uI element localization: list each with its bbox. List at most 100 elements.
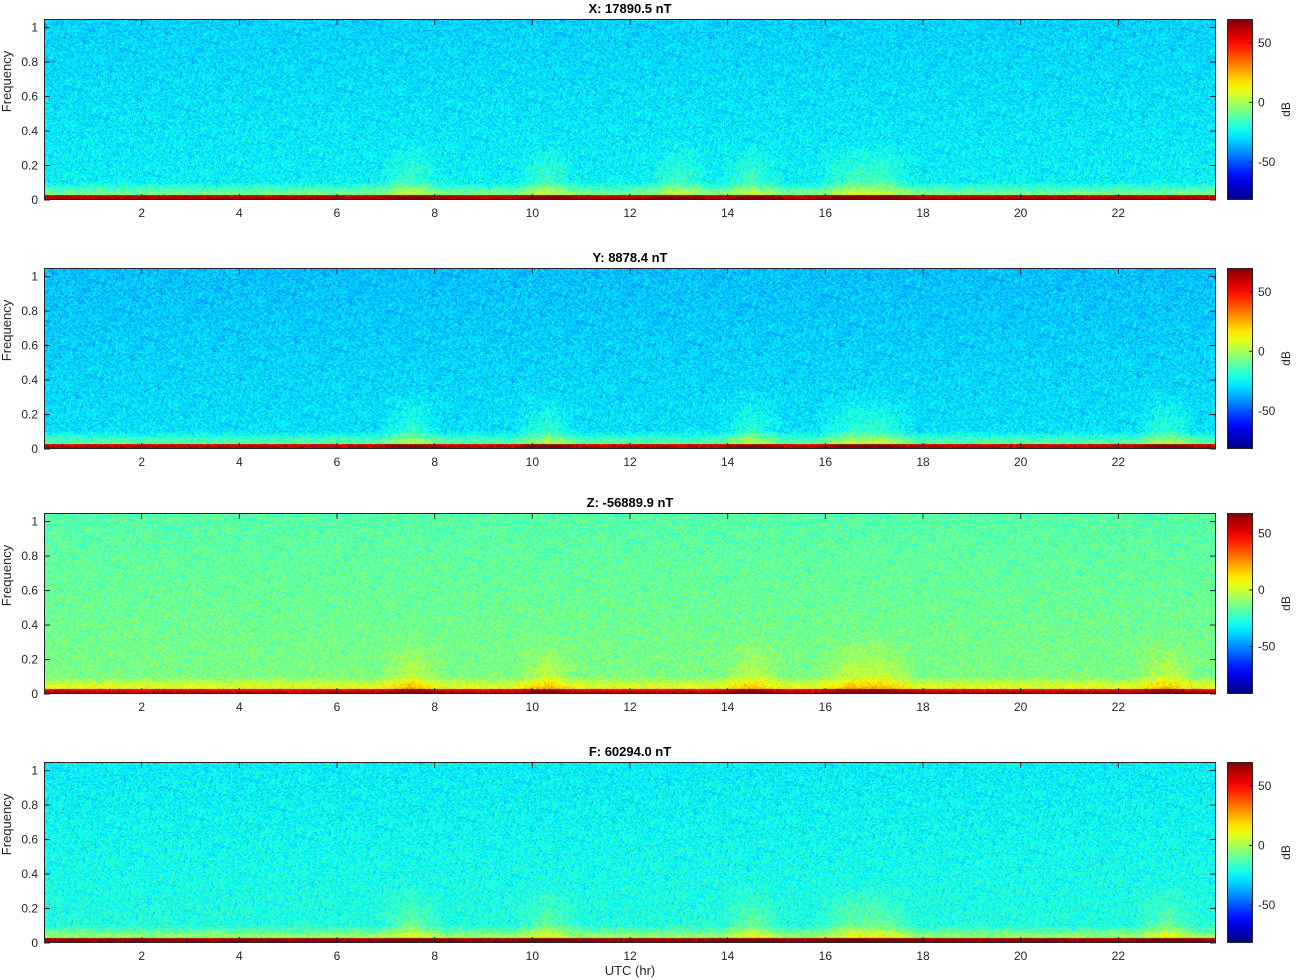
spectrogram-image-f [45,763,1215,942]
x-tick-label: 10 [526,455,540,469]
colorbar-tick-label: -50 [1258,155,1276,169]
colorbar-unit-label: dB [1279,351,1293,366]
x-tick-label: 10 [526,949,540,963]
x-tick-label: 20 [1014,206,1028,220]
x-tick-label: 16 [819,700,833,714]
colorbar-unit-label: dB [1279,102,1293,117]
x-tick-label: 14 [721,700,735,714]
x-tick-label: 8 [431,455,438,469]
y-tick-label: 0 [31,936,38,950]
panel-title-f: F: 60294.0 nT [588,744,672,759]
spectrogram-plot-y [44,268,1216,449]
x-tick-label: 12 [623,206,637,220]
x-tick-label: 18 [916,700,930,714]
y-tick-label: 0.4 [21,124,38,138]
y-axis-label: Frequency [0,299,14,361]
x-tick-label: 4 [236,949,243,963]
colorbar-tick-label: -50 [1258,404,1276,418]
y-tick-label: 0.6 [21,90,38,104]
colorbar-tick-label: 50 [1258,285,1272,299]
x-tick-label: 16 [819,206,833,220]
x-tick-label: 2 [138,455,145,469]
x-tick-label: 2 [138,949,145,963]
x-tick-label: 2 [138,700,145,714]
x-tick-label: 18 [916,949,930,963]
spectrogram-image-x [45,20,1215,199]
spectrogram-plot-z [44,513,1216,694]
x-tick-label: 16 [819,455,833,469]
colorbar-tick-label: 0 [1258,344,1265,358]
panel-title-y: Y: 8878.4 nT [592,250,668,265]
colorbar-tick-label: 0 [1258,95,1265,109]
colorbar-f [1227,762,1253,943]
y-tick-label: 0.8 [21,304,38,318]
x-tick-label: 4 [236,455,243,469]
x-tick-label: 14 [721,949,735,963]
y-tick-label: 0.8 [21,55,38,69]
x-tick-label: 22 [1112,700,1126,714]
x-tick-label: 10 [526,700,540,714]
y-tick-label: 1 [31,764,38,778]
colorbar-tick-label: -50 [1258,639,1276,653]
colorbar-tick-label: -50 [1258,898,1276,912]
x-tick-label: 20 [1014,700,1028,714]
y-tick-label: 0.4 [21,618,38,632]
x-tick-label: 12 [623,700,637,714]
y-tick-label: 0.2 [21,653,38,667]
y-tick-label: 0.4 [21,867,38,881]
x-tick-label: 2 [138,206,145,220]
colorbar-x [1227,19,1253,200]
x-tick-label: 8 [431,206,438,220]
colorbar-z [1227,513,1253,694]
y-axis-label: Frequency [0,793,14,855]
colorbar-y [1227,268,1253,449]
x-tick-label: 14 [721,206,735,220]
x-tick-label: 6 [334,455,341,469]
y-tick-label: 0.8 [21,549,38,563]
x-tick-label: 4 [236,700,243,714]
colorbar-tick-label: 0 [1258,838,1265,852]
y-tick-label: 0.6 [21,339,38,353]
x-tick-label: 22 [1112,206,1126,220]
y-tick-label: 0.4 [21,373,38,387]
colorbar-tick-label: 0 [1258,583,1265,597]
y-tick-label: 1 [31,515,38,529]
x-tick-label: 18 [916,455,930,469]
x-tick-label: 12 [623,455,637,469]
y-tick-label: 0.2 [21,159,38,173]
x-tick-label: 14 [721,455,735,469]
x-tick-label: 8 [431,949,438,963]
x-tick-label: 10 [526,206,540,220]
colorbar-tick-label: 50 [1258,779,1272,793]
x-tick-label: 6 [334,949,341,963]
x-tick-label: 16 [819,949,833,963]
y-axis-label: Frequency [0,50,14,112]
y-tick-label: 1 [31,270,38,284]
colorbar-tick-label: 50 [1258,36,1272,50]
y-tick-label: 0 [31,687,38,701]
y-tick-label: 0.2 [21,408,38,422]
x-tick-label: 18 [916,206,930,220]
x-tick-label: 6 [334,206,341,220]
x-tick-label: 20 [1014,455,1028,469]
spectrogram-plot-f [44,762,1216,943]
spectrogram-image-z [45,514,1215,693]
y-tick-label: 1 [31,21,38,35]
y-tick-label: 0.6 [21,584,38,598]
panel-title-z: Z: -56889.9 nT [586,495,674,510]
y-axis-label: Frequency [0,544,14,606]
y-tick-label: 0 [31,193,38,207]
y-tick-label: 0 [31,442,38,456]
x-tick-label: 4 [236,206,243,220]
colorbar-tick-label: 50 [1258,526,1272,540]
x-axis-label: UTC (hr) [604,963,656,978]
x-tick-label: 20 [1014,949,1028,963]
panel-title-x: X: 17890.5 nT [588,1,672,16]
x-tick-label: 22 [1112,949,1126,963]
y-tick-label: 0.2 [21,902,38,916]
